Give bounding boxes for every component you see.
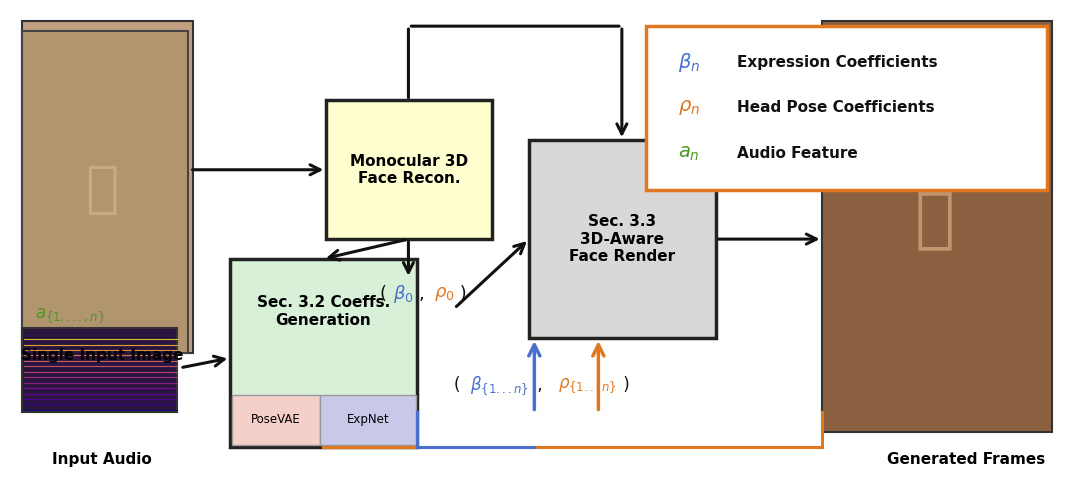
- Text: $\beta_n$: $\beta_n$: [678, 51, 701, 74]
- Text: 📷: 📷: [85, 162, 119, 217]
- FancyBboxPatch shape: [22, 21, 193, 353]
- Text: Expression Coefficients: Expression Coefficients: [738, 55, 937, 70]
- Text: ExpNet: ExpNet: [347, 413, 389, 426]
- FancyBboxPatch shape: [823, 21, 1052, 432]
- Text: $a_{\{1,...,n\}}$: $a_{\{1,...,n\}}$: [35, 306, 105, 325]
- Text: $\beta_0$: $\beta_0$: [393, 282, 415, 305]
- Text: Sec. 3.2 Coeffs.
Generation: Sec. 3.2 Coeffs. Generation: [257, 295, 390, 328]
- Text: Audio Feature: Audio Feature: [738, 146, 858, 161]
- FancyBboxPatch shape: [320, 395, 416, 445]
- FancyBboxPatch shape: [529, 140, 716, 338]
- Text: $\rho_{\{1...n\}}$: $\rho_{\{1...n\}}$: [558, 376, 617, 394]
- FancyBboxPatch shape: [647, 26, 1047, 190]
- Text: ,: ,: [419, 284, 431, 303]
- FancyBboxPatch shape: [22, 31, 188, 353]
- Text: ): ): [455, 284, 467, 303]
- Text: PoseVAE: PoseVAE: [252, 413, 301, 426]
- Text: $\beta_{\{1...n\}}$: $\beta_{\{1...n\}}$: [470, 374, 529, 396]
- Text: (: (: [455, 376, 465, 394]
- Text: (: (: [379, 284, 392, 303]
- FancyBboxPatch shape: [22, 328, 177, 412]
- Text: Monocular 3D
Face Recon.: Monocular 3D Face Recon.: [350, 153, 468, 186]
- Text: ): ): [618, 376, 630, 394]
- Text: Single Input Image: Single Input Image: [21, 348, 184, 363]
- FancyBboxPatch shape: [230, 259, 417, 447]
- Text: Head Pose Coefficients: Head Pose Coefficients: [738, 101, 934, 116]
- FancyBboxPatch shape: [232, 395, 320, 445]
- FancyBboxPatch shape: [326, 101, 491, 239]
- Text: $a_n$: $a_n$: [678, 144, 700, 163]
- Text: 📷: 📷: [915, 186, 955, 252]
- Text: ,: ,: [532, 376, 553, 394]
- Text: Generated Frames: Generated Frames: [888, 452, 1045, 467]
- Text: Input Audio: Input Audio: [52, 452, 152, 467]
- Text: $\rho_0$: $\rho_0$: [434, 284, 455, 303]
- Text: Sec. 3.3
3D-Aware
Face Render: Sec. 3.3 3D-Aware Face Render: [569, 214, 675, 264]
- Text: $\rho_n$: $\rho_n$: [678, 99, 701, 118]
